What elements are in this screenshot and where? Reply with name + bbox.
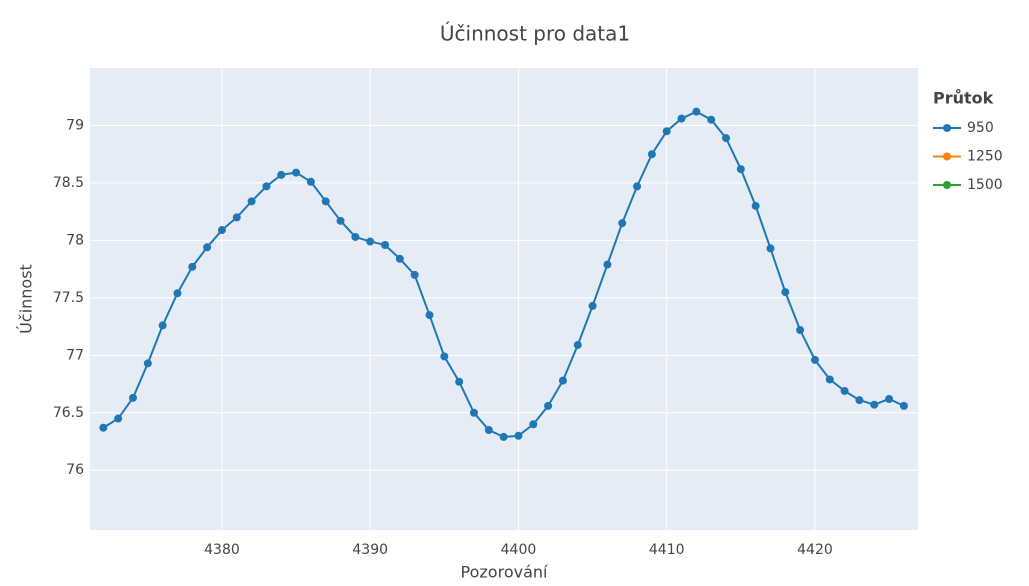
x-tick-label: 4420 xyxy=(797,542,833,558)
data-point xyxy=(99,423,108,432)
data-point xyxy=(469,408,478,417)
data-point xyxy=(306,177,315,186)
data-point xyxy=(455,377,464,386)
data-point xyxy=(544,401,553,410)
data-point xyxy=(736,165,745,174)
legend-marker[interactable] xyxy=(943,181,951,189)
data-point xyxy=(603,260,612,269)
data-point xyxy=(499,432,508,441)
data-point xyxy=(173,289,182,298)
data-point xyxy=(810,355,819,364)
x-tick-label: 4390 xyxy=(352,542,388,558)
data-point xyxy=(558,376,567,385)
data-point xyxy=(425,311,434,320)
x-axis-title: Pozorování xyxy=(461,563,548,582)
y-tick-label: 77 xyxy=(66,347,84,363)
data-point xyxy=(232,213,241,222)
data-point xyxy=(573,340,582,349)
data-point xyxy=(128,393,137,402)
data-point xyxy=(484,426,493,435)
y-axis-title: Účinnost xyxy=(17,264,36,334)
x-tick-label: 4410 xyxy=(649,542,685,558)
y-tick-label: 78.5 xyxy=(53,175,84,191)
legend-label[interactable]: 1500 xyxy=(967,177,1003,193)
data-point xyxy=(899,401,908,410)
data-point xyxy=(633,182,642,191)
legend-label[interactable]: 1250 xyxy=(967,149,1003,165)
data-point xyxy=(662,127,671,136)
data-point xyxy=(707,115,716,124)
data-point xyxy=(825,375,834,384)
data-point xyxy=(247,197,256,206)
x-tick-label: 4380 xyxy=(204,542,240,558)
x-tick-label: 4400 xyxy=(501,542,537,558)
data-point xyxy=(292,168,301,177)
y-tick-label: 79 xyxy=(66,117,84,133)
data-point xyxy=(692,107,701,116)
legend-label[interactable]: 950 xyxy=(967,120,994,136)
data-point xyxy=(143,359,152,368)
data-point xyxy=(188,262,197,271)
y-tick-label: 76 xyxy=(66,462,84,478)
data-point xyxy=(217,226,226,235)
legend-marker[interactable] xyxy=(943,124,951,132)
data-point xyxy=(440,352,449,361)
data-point xyxy=(855,396,864,405)
data-point xyxy=(885,394,894,403)
y-tick-label: 78 xyxy=(66,232,84,248)
data-point xyxy=(870,400,879,409)
legend-marker[interactable] xyxy=(943,152,951,161)
y-tick-label: 76.5 xyxy=(53,405,84,421)
data-point xyxy=(381,240,390,249)
data-point xyxy=(529,420,538,429)
plot-area xyxy=(90,68,918,530)
data-point xyxy=(114,414,123,423)
data-point xyxy=(766,244,775,253)
data-point xyxy=(588,301,597,310)
data-point xyxy=(262,182,271,191)
data-point xyxy=(722,134,731,143)
data-point xyxy=(395,254,404,263)
data-point xyxy=(158,321,167,330)
data-point xyxy=(751,201,760,210)
data-point xyxy=(321,197,330,206)
data-point xyxy=(677,114,686,123)
y-tick-label: 77.5 xyxy=(53,290,84,306)
data-point xyxy=(514,431,523,440)
data-point xyxy=(366,237,375,246)
data-point xyxy=(277,170,286,179)
data-point xyxy=(351,232,360,241)
data-point xyxy=(336,216,345,225)
data-point xyxy=(796,326,805,335)
chart-title: Účinnost pro data1 xyxy=(440,22,630,46)
data-point xyxy=(647,150,656,159)
data-point xyxy=(203,243,212,252)
data-point xyxy=(781,288,790,297)
data-point xyxy=(618,219,627,228)
data-point xyxy=(410,270,419,279)
data-point xyxy=(840,386,849,395)
legend-title: Průtok xyxy=(933,89,994,108)
